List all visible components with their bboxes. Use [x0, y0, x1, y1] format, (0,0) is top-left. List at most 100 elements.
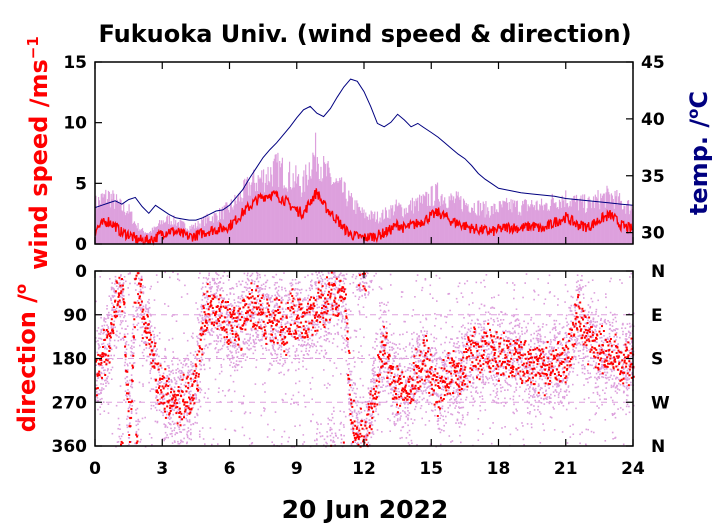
direction-spread-point: [216, 288, 218, 291]
direction-spread-point: [372, 356, 375, 359]
direction-spread-point: [615, 339, 617, 341]
direction-spread-point: [411, 315, 414, 317]
direction-spread-point: [461, 341, 464, 344]
direction-spread-point: [311, 357, 314, 359]
direction-spread-point: [257, 291, 260, 294]
direction-spread-point: [322, 314, 324, 317]
direction-spread-point: [130, 412, 133, 414]
direction-spread-point: [128, 423, 131, 425]
direction-spread-point: [367, 441, 370, 444]
direction-spread-point: [358, 312, 361, 314]
direction-spread-point: [107, 326, 109, 328]
direction-spread-point: [422, 349, 425, 352]
direction-spread-point: [472, 357, 474, 359]
direction-spread-point: [217, 285, 220, 287]
direction-spread-point: [461, 333, 463, 335]
direction-spread-point: [196, 358, 198, 361]
direction-spread-point: [481, 375, 484, 378]
direction-spread-point: [103, 317, 106, 319]
direction-spread-point: [369, 415, 372, 417]
direction-spread-point: [466, 341, 468, 343]
direction-spread-point: [167, 422, 170, 424]
direction-spread-point: [384, 389, 386, 392]
direction-spread-point: [532, 359, 534, 362]
direction-spread-point: [371, 369, 373, 371]
direction-spread-point: [317, 298, 320, 300]
direction-spread-point: [566, 352, 569, 354]
direction-spread-point: [543, 354, 546, 356]
direction-spread-point: [266, 343, 269, 345]
direction-spread-point: [288, 355, 291, 357]
direction-spread-point: [410, 386, 412, 389]
direction-spread-point: [160, 367, 163, 369]
direction-spread-point: [171, 420, 174, 423]
direction-spread-point: [557, 298, 559, 300]
direction-spread-point: [333, 362, 336, 364]
direction-spread-point: [258, 287, 261, 289]
direction-spread-point: [97, 327, 100, 329]
direction-spread-point: [348, 308, 350, 311]
direction-spread-point: [492, 390, 495, 392]
direction-spread-point: [387, 380, 389, 383]
direction-spread-point: [130, 441, 133, 443]
direction-spread-point: [604, 321, 606, 324]
direction-spread-point: [539, 340, 541, 343]
direction-spread-point: [199, 430, 201, 432]
direction-spread-point: [548, 373, 551, 376]
direction-spread-point: [231, 287, 234, 289]
direction-spread-point: [558, 378, 560, 380]
direction-spread-point: [331, 277, 333, 280]
direction-spread-point: [300, 326, 303, 329]
direction-spread-point: [561, 381, 563, 384]
direction-spread-point: [241, 426, 244, 429]
direction-spread-point: [188, 419, 191, 421]
direction-spread-point: [470, 322, 472, 325]
direction-spread-point: [334, 276, 336, 278]
direction-spread-point: [484, 349, 487, 351]
direction-spread-point: [368, 292, 370, 294]
direction-spread-point: [111, 282, 113, 284]
direction-spread-point: [220, 324, 222, 326]
direction-spread-point: [386, 338, 388, 340]
direction-spread-point: [131, 405, 133, 407]
direction-spread-point: [357, 418, 359, 421]
direction-spread-point: [358, 298, 360, 300]
direction-spread-point: [398, 413, 400, 415]
direction-spread-point: [196, 382, 199, 384]
direction-spread-point: [383, 377, 385, 380]
direction-spread-point: [182, 376, 185, 378]
direction-spread-point: [495, 362, 498, 365]
direction-spread-point: [585, 355, 587, 358]
direction-spread-point: [291, 283, 294, 286]
direction-spread-point: [226, 304, 229, 307]
direction-spread-point: [208, 358, 211, 361]
direction-spread-point: [200, 288, 203, 290]
direction-spread-point: [551, 346, 553, 348]
direction-spread-point: [277, 294, 280, 297]
direction-spread-point: [257, 336, 259, 338]
direction-spread-point: [208, 331, 211, 334]
direction-spread-point: [595, 412, 597, 414]
direction-spread-point: [539, 328, 541, 330]
direction-spread-point: [626, 323, 629, 325]
direction-spread-point: [250, 342, 252, 345]
direction-spread-point: [441, 407, 444, 410]
direction-spread-point: [491, 297, 493, 299]
direction-spread-point: [441, 388, 443, 390]
direction-spread-point: [125, 343, 127, 346]
direction-spread-point: [430, 402, 433, 405]
direction-spread-point: [419, 377, 422, 380]
direction-spread-point: [130, 383, 133, 386]
direction-spread-point: [628, 313, 630, 315]
direction-spread-point: [206, 278, 209, 281]
direction-spread-point: [359, 287, 361, 289]
direction-spread-point: [201, 308, 203, 310]
direction-spread-point: [278, 285, 280, 288]
direction-spread-point: [431, 360, 433, 362]
direction-spread-point: [322, 300, 325, 303]
direction-spread-point: [533, 374, 536, 376]
direction-spread-point: [147, 301, 149, 303]
direction-spread-point: [106, 305, 108, 307]
direction-spread-point: [522, 425, 524, 427]
direction-spread-point: [628, 349, 631, 352]
